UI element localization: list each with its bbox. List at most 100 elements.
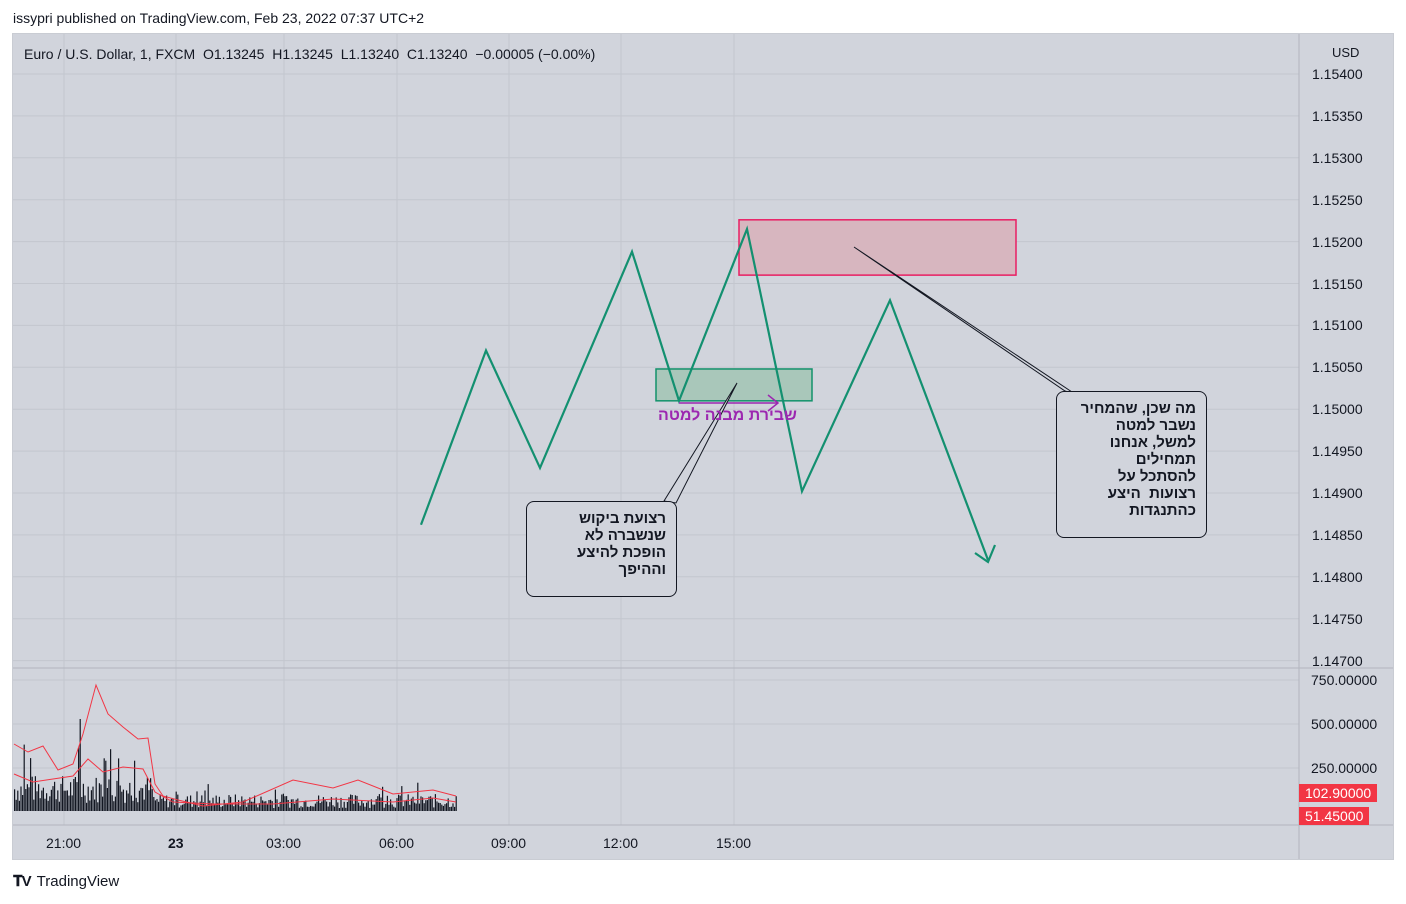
volume-bar — [204, 790, 206, 811]
volume-bar — [132, 800, 134, 811]
price-tick-label: 1.15100 — [1312, 317, 1363, 334]
callout-left-line: הופכת להיצע — [576, 544, 666, 561]
volume-bar — [292, 799, 294, 811]
volume-bar — [337, 802, 339, 811]
volume-bar — [366, 802, 368, 811]
volume-bar — [84, 795, 86, 811]
volume-bar — [409, 804, 411, 811]
demand-zone-rect[interactable] — [655, 368, 813, 402]
symbol-legend[interactable]: Euro / U.S. Dollar, 1, FXCM O1.13245 H1.… — [24, 46, 596, 62]
volume-bar — [127, 793, 129, 811]
price-tick-label: 1.15200 — [1312, 233, 1363, 250]
volume-bar — [257, 807, 259, 811]
volume-bar — [311, 806, 313, 811]
volume-bar — [68, 795, 70, 811]
volume-bar — [66, 790, 68, 811]
supply-zone-rect[interactable] — [738, 219, 1017, 276]
volume-bar — [226, 803, 228, 811]
volume-bar — [162, 797, 164, 811]
volume-bar — [406, 799, 408, 811]
volume-bar — [44, 798, 46, 811]
currency-label[interactable]: USD — [1332, 45, 1360, 60]
volume-bar — [430, 796, 432, 811]
volume-bar — [420, 796, 422, 811]
volume-bar — [348, 797, 350, 811]
volume-bar — [199, 801, 201, 811]
volume-bar — [346, 802, 348, 811]
volume-bar — [121, 791, 123, 811]
volume-bar — [351, 795, 353, 811]
volume-bar — [166, 795, 168, 811]
volume-bar — [310, 805, 312, 811]
volume-bar — [118, 758, 120, 811]
volume-bar — [290, 799, 292, 811]
volume-bar — [321, 801, 323, 811]
volume-bar — [130, 795, 132, 811]
volume-bar — [412, 796, 414, 811]
volume-bar — [239, 806, 241, 811]
volume-bar — [334, 806, 336, 811]
volume-bar — [266, 804, 268, 811]
volume-bar — [25, 789, 27, 811]
volume-bar — [441, 804, 443, 811]
time-tick-label: 12:00 — [603, 835, 639, 851]
volume-bar — [294, 803, 296, 811]
callout-right-line: למשל, אנחנו — [1109, 434, 1196, 451]
volume-bar — [281, 794, 283, 811]
volume-bar — [108, 779, 110, 811]
volume-bar — [393, 806, 395, 811]
structure-break-label[interactable]: שבירת מבנה למטה — [658, 407, 797, 424]
volume-bar — [223, 799, 225, 811]
volume-bar — [36, 791, 38, 811]
volume-bar — [92, 786, 94, 811]
volume-bar — [210, 803, 212, 811]
volume-bar — [87, 786, 89, 811]
volume-bar — [60, 783, 62, 811]
volume-bar — [76, 782, 78, 811]
volume-bar — [450, 806, 452, 811]
volume-bar — [380, 797, 382, 811]
volume-bar — [159, 794, 161, 811]
volume-bar — [284, 796, 286, 811]
volume-bar — [222, 806, 224, 811]
volume-bar — [174, 805, 176, 811]
volume-bar — [70, 782, 72, 811]
callout-left[interactable]: רצועת ביקוש שנשברה לא הופכת להיצע וההיפך — [526, 501, 677, 597]
volume-bar — [81, 797, 83, 811]
volume-bar — [449, 807, 451, 811]
volume-bar — [151, 789, 153, 811]
callout-right[interactable]: מה שכן, שהמחיר נשבר למטה למשל, אנחנו תמח… — [1056, 391, 1207, 538]
volume-bar — [417, 782, 419, 811]
tradingview-logo-icon: 𝐓V — [13, 873, 32, 890]
volume-bar — [390, 799, 392, 811]
volume-bar — [359, 805, 361, 811]
volume-bar — [388, 804, 390, 811]
volume-bar — [423, 803, 425, 811]
callout-right-line: רצועות היצע — [1107, 485, 1196, 502]
volume-bar — [15, 799, 17, 811]
volume-bar — [196, 791, 198, 811]
volume-bar — [446, 803, 448, 811]
zigzag-path[interactable] — [419, 225, 990, 561]
tradingview-brand[interactable]: 𝐓V TradingView — [13, 873, 119, 890]
volume-bar — [442, 805, 444, 811]
volume-bar — [247, 802, 249, 811]
volume-bar — [282, 793, 284, 811]
volume-bar — [350, 794, 352, 811]
volume-bar — [185, 799, 187, 811]
volume-bar — [308, 806, 310, 811]
volume-bar — [175, 791, 177, 811]
price-tick-label: 1.15150 — [1312, 275, 1363, 292]
volume-bar — [385, 803, 387, 811]
volume-bar — [295, 799, 297, 811]
volume-bar — [454, 806, 456, 811]
volume-bar — [433, 807, 435, 811]
volume-bar — [422, 797, 424, 811]
volume-bar — [214, 804, 216, 811]
volume-bar — [148, 790, 150, 811]
volume-bar — [73, 779, 75, 811]
volume-bar — [207, 784, 209, 811]
volume-bar — [394, 807, 396, 811]
chart-frame[interactable]: Euro / U.S. Dollar, 1, FXCM O1.13245 H1.… — [12, 33, 1394, 860]
volume-bars — [14, 719, 457, 811]
